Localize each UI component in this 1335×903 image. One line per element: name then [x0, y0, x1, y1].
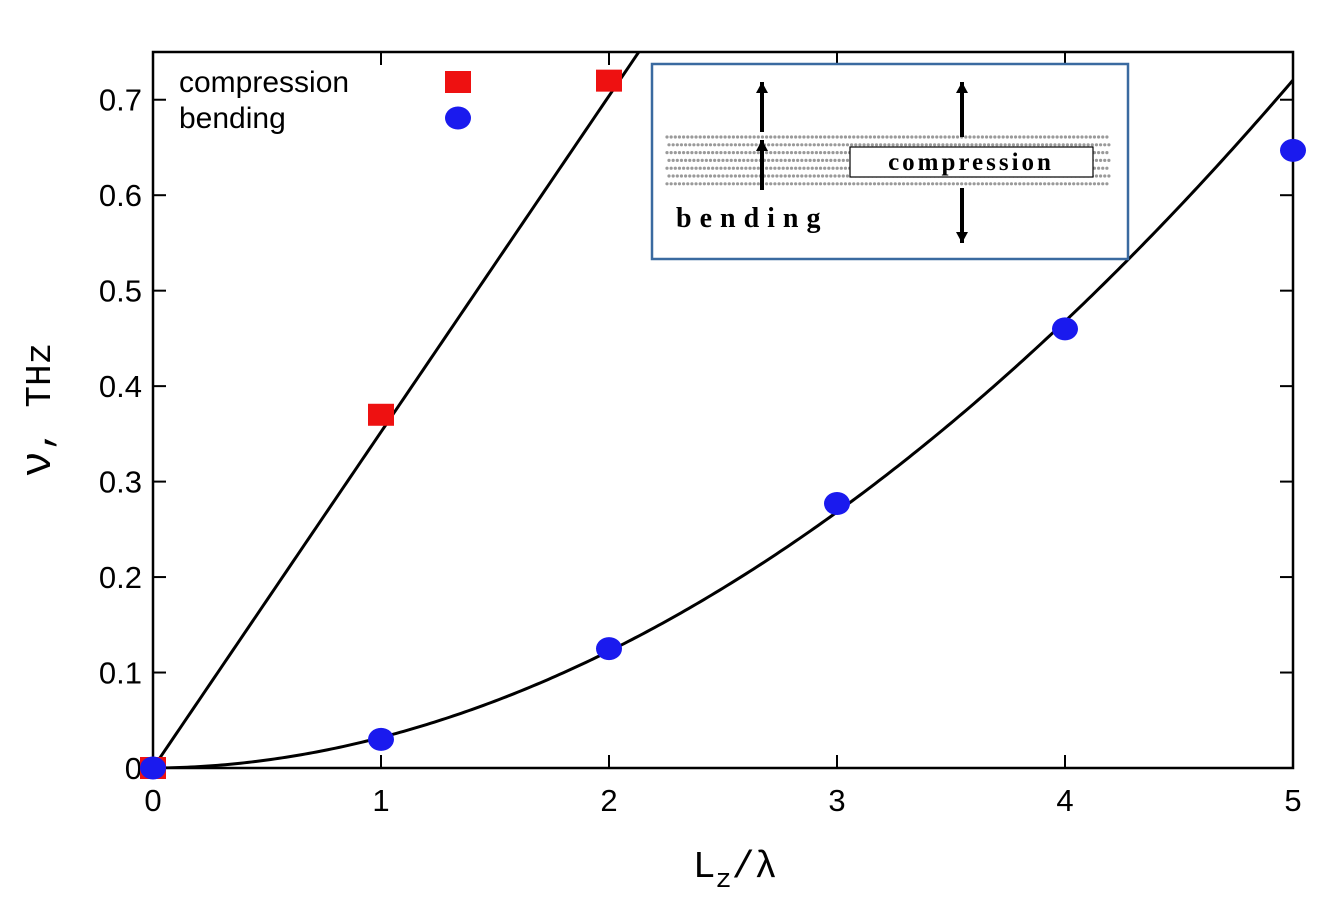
- y-tick-label: 0.3: [99, 465, 142, 500]
- x-tick-label: 2: [600, 783, 617, 818]
- compression-point: [596, 69, 622, 92]
- data-points: [140, 69, 1306, 780]
- fit-line-bending: [153, 79, 1293, 768]
- compression-arrow-down-icon-head: [956, 232, 968, 243]
- bending-arrow-lower-icon-head: [756, 140, 768, 151]
- y-tick-label: 0.6: [99, 178, 142, 213]
- axis-titles: ν, THz Lz/λ: [14, 343, 777, 896]
- fit-curves: [153, 52, 1293, 768]
- legend-label-bending: bending: [179, 102, 286, 135]
- y-tick-label: 0.7: [99, 83, 142, 118]
- bending-point: [824, 492, 850, 516]
- compression-label-box: [849, 146, 1094, 178]
- inset-bending-label: bending: [676, 203, 829, 234]
- y-axis-title: ν, THz: [14, 343, 64, 477]
- bending-point: [140, 756, 166, 780]
- bending-point: [1280, 138, 1306, 162]
- legend-marker-bending: [445, 106, 471, 130]
- fit-line-compression: [153, 52, 641, 768]
- legend-marker-compression: [445, 71, 471, 93]
- inset-compression-label: compression: [888, 149, 1054, 176]
- plot-frame: [151, 50, 1295, 770]
- y-tick-label: 0.5: [99, 274, 142, 309]
- compression-point: [368, 403, 394, 426]
- x-tick-label: 3: [828, 783, 845, 818]
- x-tick-label: 0: [144, 783, 161, 818]
- inset-diagram: compression bending: [650, 62, 1130, 261]
- bending-point: [596, 637, 622, 661]
- x-axis-title: Lz/λ: [693, 846, 778, 896]
- compression-arrow-up-icon-head: [956, 82, 968, 93]
- bending-arrow-up-icon-head: [756, 82, 768, 93]
- x-tick-label: 5: [1284, 783, 1301, 818]
- y-tick-label: 0: [125, 751, 142, 786]
- bending-point: [1052, 317, 1078, 341]
- x-tick-label: 1: [372, 783, 389, 818]
- bending-point: [368, 727, 394, 751]
- legend-label-compression: compression: [179, 66, 349, 99]
- y-tick-label: 0.4: [99, 369, 142, 404]
- y-tick-label: 0.1: [99, 656, 142, 691]
- x-tick-label: 4: [1056, 783, 1073, 818]
- axes: 0 1 2 3 4 5 0 0.1 0.2 0.3 0.4 0.5 0.6 0.7: [99, 50, 1302, 818]
- y-tick-label: 0.2: [99, 560, 142, 595]
